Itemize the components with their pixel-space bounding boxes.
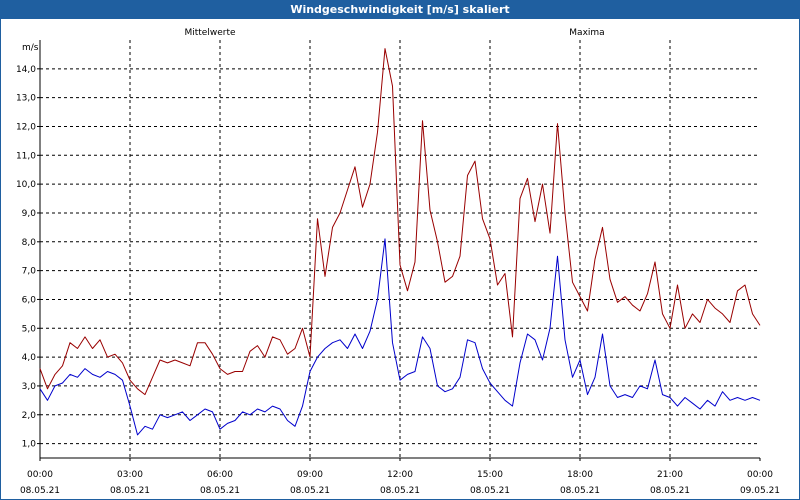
x-tick-time: 15:00 (477, 470, 503, 480)
x-tick-date: 08.05.21 (560, 486, 600, 496)
series-line-mittelwerte (39, 238, 761, 436)
x-tick-time: 06:00 (207, 470, 233, 480)
legend-maxima: Maxima (569, 28, 604, 38)
x-tick-time: 21:00 (657, 470, 683, 480)
x-tick-time: 00:00 (27, 470, 53, 480)
y-tick-label: 12,0 (16, 122, 36, 132)
x-tick-date: 08.05.21 (380, 486, 420, 496)
x-tick-date: 08.05.21 (650, 486, 690, 496)
x-tick-time: 12:00 (387, 470, 413, 480)
y-tick-label: 10,0 (16, 180, 36, 190)
x-tick-labels: 00:00 08.05.21 03:00 08.05.21 06:00 08.05.21 0… (20, 470, 780, 496)
window-title: Windgeschwindigkeit [m/s] skaliert (1, 1, 799, 19)
x-tick-time: 03:00 (117, 470, 143, 480)
x-tick-date: 08.05.21 (290, 486, 330, 496)
y-tick-label: 1,0 (22, 440, 37, 450)
y-tick-label: 7,0 (22, 267, 37, 277)
y-tick-label: 4,0 (22, 353, 37, 363)
y-tick-label: 2,0 (22, 411, 37, 421)
x-tick-date: 09.05.21 (740, 486, 780, 496)
grid (37, 40, 761, 461)
x-tick-time: 00:00 (747, 470, 773, 480)
y-tick-label: 6,0 (22, 295, 37, 305)
series-lines (39, 48, 761, 436)
legend-mittelwerte: Mittelwerte (184, 28, 235, 38)
series-line-maxima (39, 48, 761, 396)
x-tick-date: 08.05.21 (470, 486, 510, 496)
y-tick-label: 5,0 (22, 324, 37, 334)
x-tick-date: 08.05.21 (20, 486, 60, 496)
x-tick-date: 08.05.21 (110, 486, 150, 496)
y-tick-label: 11,0 (16, 151, 36, 161)
x-tick-date: 08.05.21 (200, 486, 240, 496)
y-tick-label: 3,0 (22, 382, 37, 392)
y-tick-label: 8,0 (22, 238, 37, 248)
y-tick-label: 13,0 (16, 94, 36, 104)
y-tick-labels: 1,0 2,0 3,0 4,0 5,0 6,0 7,0 8,0 9,0 10,0 11,0 12,0 1… (16, 65, 36, 450)
y-axis-unit-label: m/s (22, 43, 39, 53)
x-tick-time: 18:00 (567, 470, 593, 480)
y-tick-label: 14,0 (16, 65, 36, 75)
y-tick-label: 9,0 (22, 209, 37, 219)
x-tick-time: 09:00 (297, 470, 323, 480)
